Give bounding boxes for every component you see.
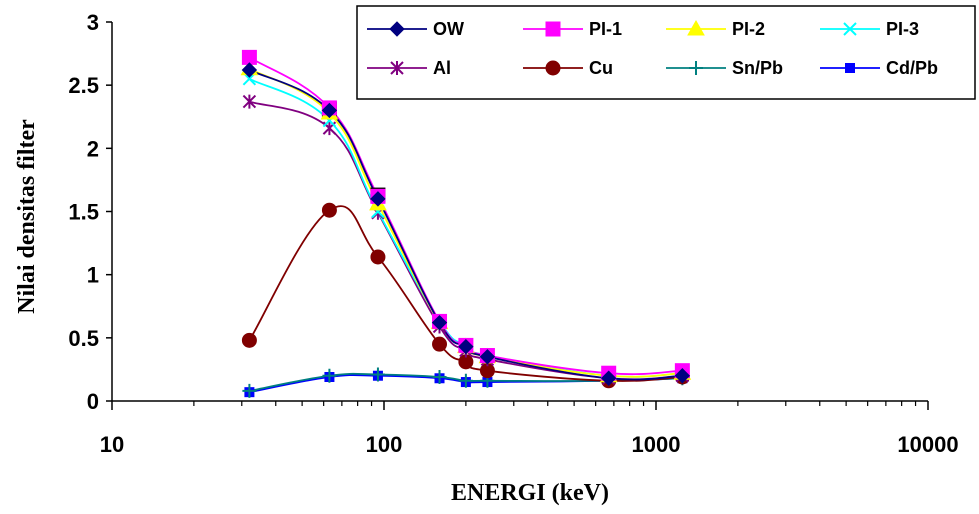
legend-item: Al (367, 58, 451, 78)
series-line (248, 67, 683, 378)
data-point (431, 314, 448, 331)
data-point (458, 373, 473, 388)
data-point (674, 368, 691, 384)
legend-item: OW (367, 19, 464, 39)
legend: OW PI-1 PI-2 PI-3 Al Cu Sn/Pb Cd/Pb (356, 5, 976, 100)
legend-label: Sn/Pb (732, 58, 783, 78)
y-axis-title: Nilai densitas filter (14, 119, 40, 314)
legend-marker (545, 21, 561, 37)
data-point (322, 368, 337, 383)
y-tick-label: 1.5 (68, 200, 99, 225)
x-tick-label: 1000 (632, 432, 681, 457)
legend-marker (689, 61, 703, 75)
y-tick-label: 3 (87, 10, 99, 35)
data-point (322, 121, 337, 136)
data-point (321, 102, 338, 119)
legend-label: PI-1 (589, 19, 622, 39)
plot-area (240, 49, 692, 398)
data-point (479, 349, 496, 365)
data-point (370, 249, 386, 265)
legend-box (356, 5, 976, 100)
series-line (248, 56, 683, 376)
legend-marker (390, 61, 404, 75)
data-point (242, 94, 257, 109)
legend-marker (389, 21, 405, 37)
series-line (249, 100, 683, 381)
x-axis-title: ENERGI (keV) (451, 480, 609, 506)
ticks: 0 0.5 1 1.5 2 2.5 3 10 100 1000 10000 (68, 10, 958, 457)
legend-label: OW (433, 19, 464, 39)
data-point (241, 332, 257, 348)
x-tick-label: 10 (100, 432, 124, 457)
x-tick-label: 10000 (897, 432, 958, 457)
legend-label: Cu (589, 58, 613, 78)
legend-item: Sn/Pb (666, 58, 783, 78)
data-point (370, 367, 385, 382)
legend-label: Cd/Pb (886, 58, 938, 78)
legend-marker (687, 19, 705, 36)
y-tick-label: 2 (87, 136, 99, 161)
legend-item: PI-3 (820, 19, 919, 39)
y-tick-label: 2.5 (68, 73, 99, 98)
legend-item: PI-2 (666, 19, 765, 39)
y-tick-label: 1 (87, 263, 99, 288)
legend-label: PI-2 (732, 19, 765, 39)
legend-marker (845, 63, 855, 73)
data-point (241, 62, 258, 78)
data-point (432, 336, 448, 352)
series-line (248, 78, 683, 378)
legend-item: Cu (523, 58, 613, 78)
x-tick-label: 100 (366, 432, 403, 457)
data-point (321, 202, 337, 218)
legend-item: PI-1 (523, 19, 622, 39)
legend-marker (843, 22, 857, 36)
y-tick-label: 0.5 (68, 326, 99, 351)
legend-label: PI-3 (886, 19, 919, 39)
legend-label: Al (433, 58, 451, 78)
legend-marker (545, 60, 561, 76)
y-tick-label: 0 (87, 389, 99, 414)
data-point (370, 191, 386, 207)
data-point (241, 49, 257, 65)
data-point (432, 369, 447, 384)
data-point (458, 338, 474, 355)
legend-item: Cd/Pb (820, 58, 938, 78)
data-point (242, 383, 257, 398)
data-point (600, 370, 617, 386)
